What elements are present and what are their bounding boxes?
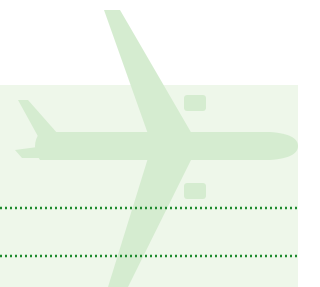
illustration [0, 0, 298, 287]
engine [184, 95, 206, 111]
page: (() => { const data = JSON.parse(documen… [0, 0, 320, 287]
fuselage [35, 132, 298, 160]
engine [184, 183, 206, 199]
